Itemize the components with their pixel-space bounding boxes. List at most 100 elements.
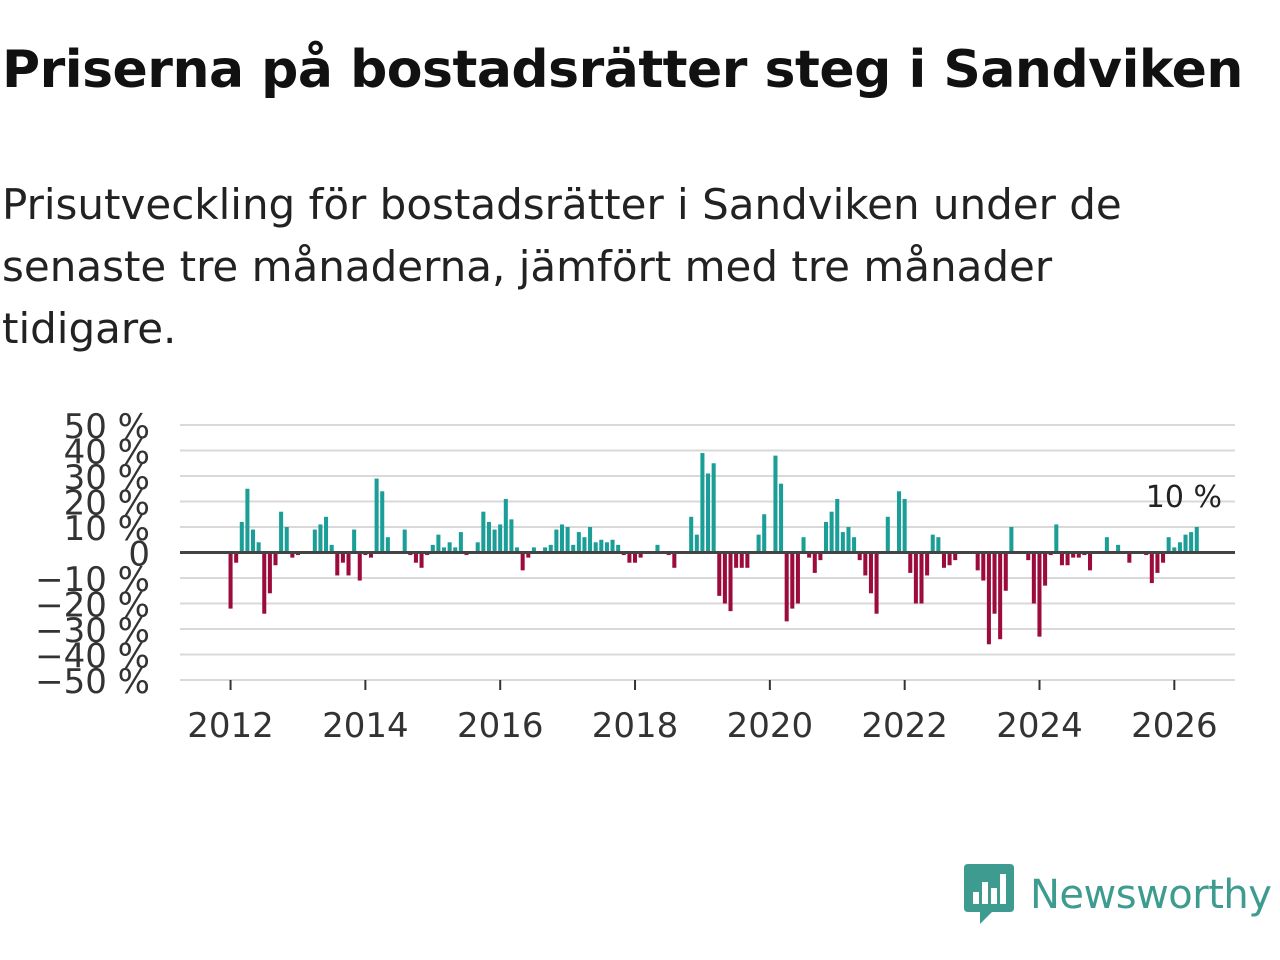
bar [941,552,946,568]
bar [346,552,351,576]
bar [531,547,536,553]
bar [632,552,638,563]
bar [509,519,514,553]
y-tick-label: −20 % [35,586,150,626]
bar [256,542,261,553]
y-tick-label: 20 % [64,484,150,524]
newsworthy-logo-icon [964,864,1014,924]
bar [520,552,525,571]
bar [947,552,952,566]
bar [689,516,694,553]
bar [1189,532,1194,553]
bar [992,552,997,614]
bar [1054,524,1059,553]
bar [919,552,924,604]
bar [734,552,739,568]
bar [419,552,424,568]
bar [1183,534,1188,553]
bar [402,529,407,553]
bar [486,521,491,553]
bar [340,552,345,563]
bar [251,529,256,553]
bar [1116,544,1121,553]
bar [835,498,840,553]
bar [458,532,463,553]
bar [436,534,441,553]
bar [672,552,677,568]
bar [655,544,660,553]
y-tick-label: 30 % [64,458,150,498]
y-tick-label: 40 % [64,433,150,473]
bar [784,552,789,622]
bar [498,524,503,553]
bar [756,534,761,553]
bar [885,516,890,553]
bar [818,552,823,561]
bar [1003,552,1008,591]
bar [1009,527,1014,553]
bar [1071,552,1076,558]
bar-chart: 50 %40 %30 %20 %10 %0−10 %−20 %−30 %−40 … [35,407,1235,746]
bar [385,537,390,553]
bar [1065,552,1070,566]
x-axis: 2012 2014 2016 2018 2020 2022 2024 2026 [187,680,1218,746]
bar [453,547,458,553]
chart-subtitle: Prisutveckling för bostadsrätter i Sandv… [2,180,1122,353]
bar [728,552,733,612]
bar [846,527,851,553]
bar [852,537,857,553]
bar [576,532,581,553]
bar [503,498,508,553]
bar [267,552,272,594]
bar [908,552,913,573]
bar [1161,552,1166,563]
x-tick-label: 2024 [996,706,1083,746]
last-value-annotation: 10 % [1146,480,1222,515]
bar [604,542,609,553]
bar [284,527,289,553]
bar [447,542,452,553]
bar [913,552,918,604]
bar [1194,527,1199,553]
bar [273,552,278,566]
bar [790,552,795,609]
bar [312,529,317,553]
bar [543,547,548,553]
y-tick-label: 50 % [64,407,150,447]
bar [548,544,553,553]
bar [442,547,447,553]
bars [228,453,1199,645]
bar [1037,552,1042,637]
bar [352,529,357,553]
y-tick-label: −10 % [35,560,150,600]
bar [745,552,750,568]
bar [936,537,941,553]
bar [593,542,598,553]
bar [925,552,930,576]
bar [840,532,845,553]
brand: Newsworthy [964,864,1272,926]
x-tick-label: 2014 [322,706,409,746]
bar [711,463,716,553]
bar [1076,552,1081,558]
bar [324,516,329,553]
bar [779,483,784,553]
bar [588,527,593,553]
x-tick-label: 2026 [1131,706,1218,746]
x-tick-label: 2020 [727,706,814,746]
bar [700,453,705,553]
bar [318,524,323,553]
y-tick-label: −50 % [35,662,150,702]
x-tick-label: 2012 [187,706,274,746]
bar [515,547,520,553]
bar [998,552,1003,640]
bar [234,552,239,563]
bar [228,552,233,609]
bar [986,552,991,645]
bar [262,552,267,614]
bar [739,552,744,568]
bar [559,524,565,553]
bar [413,552,418,563]
bar [475,542,480,553]
y-tick-label: −30 % [35,611,150,651]
